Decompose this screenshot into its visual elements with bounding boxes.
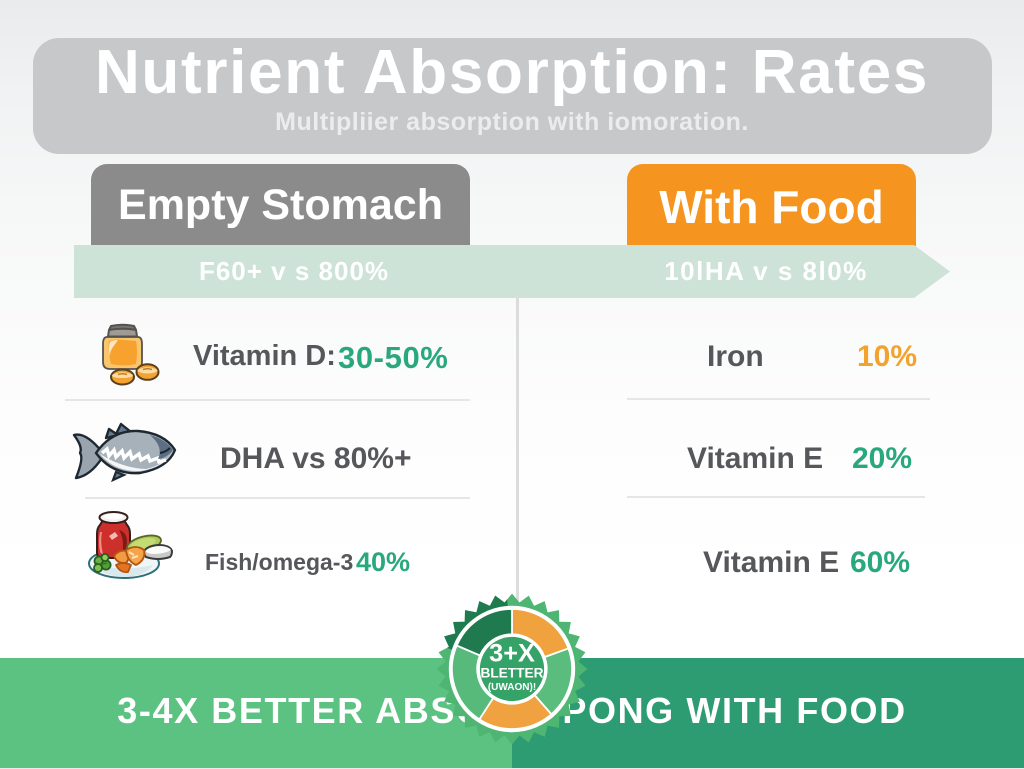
svg-text:3+X: 3+X bbox=[489, 640, 535, 668]
svg-text:BLETTER: BLETTER bbox=[480, 665, 543, 680]
svg-text:(UWAON)!: (UWAON)! bbox=[488, 682, 536, 693]
